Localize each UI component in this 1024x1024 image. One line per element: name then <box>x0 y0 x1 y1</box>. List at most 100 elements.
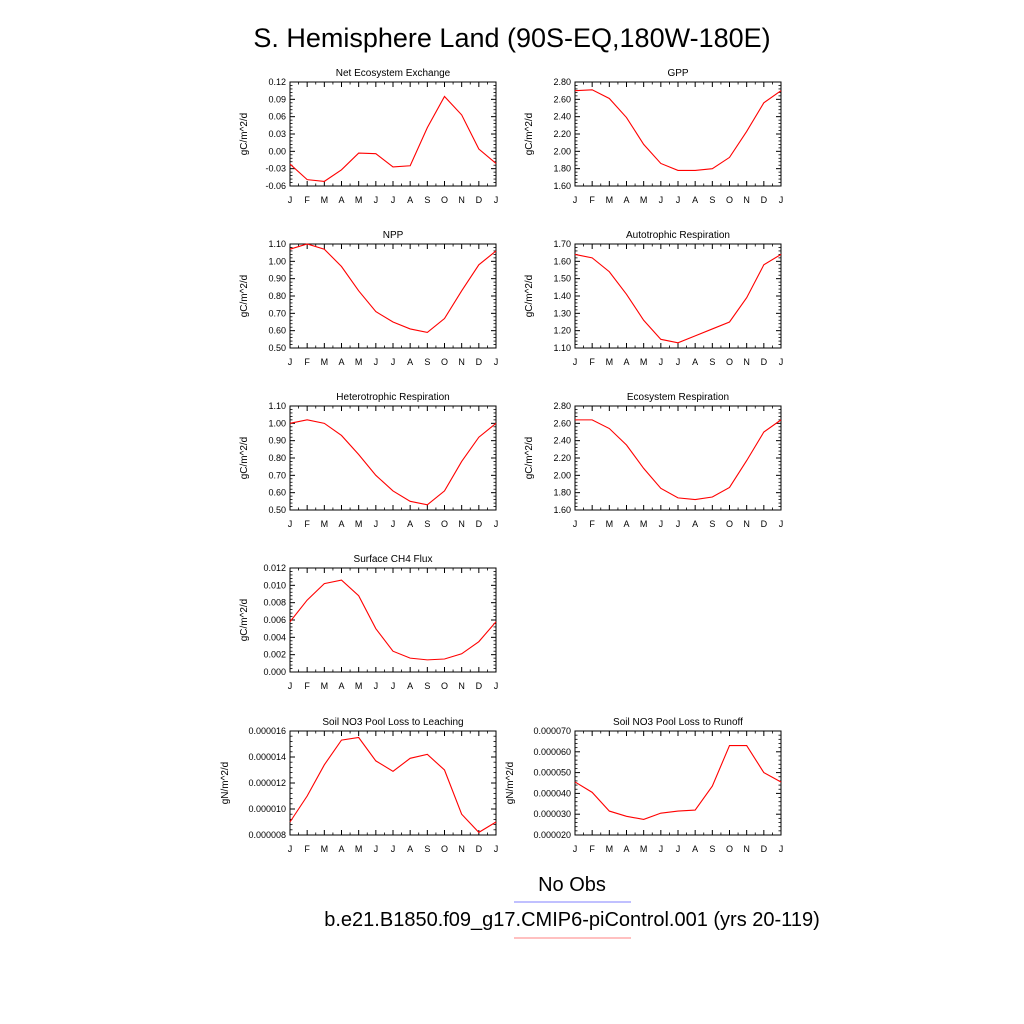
x-tick-label: S <box>424 195 430 205</box>
x-tick-label: A <box>338 195 344 205</box>
y-tick-label: 0.000016 <box>248 726 286 736</box>
y-tick-label: 0.00 <box>268 146 286 156</box>
y-tick-label: 1.40 <box>553 291 571 301</box>
y-axis-label: gC/m^2/d <box>239 437 250 480</box>
x-tick-label: F <box>304 195 310 205</box>
y-tick-label: 2.80 <box>553 401 571 411</box>
x-tick-label: J <box>494 195 499 205</box>
x-tick-label: A <box>623 195 629 205</box>
x-tick-label: J <box>374 195 379 205</box>
x-tick-label: N <box>743 844 750 854</box>
x-tick-label: S <box>424 844 430 854</box>
x-tick-label: A <box>338 844 344 854</box>
y-tick-label: 0.90 <box>268 274 286 284</box>
y-tick-label: 0.12 <box>268 77 286 87</box>
x-tick-label: M <box>355 357 363 367</box>
x-tick-label: M <box>640 844 648 854</box>
y-tick-label: 1.20 <box>553 326 571 336</box>
series-line <box>574 745 782 820</box>
y-tick-label: 0.000008 <box>248 830 286 840</box>
y-tick-label: 0.90 <box>268 436 286 446</box>
y-tick-label: 0.70 <box>268 308 286 318</box>
y-tick-label: 1.10 <box>268 401 286 411</box>
x-tick-label: M <box>321 681 329 691</box>
x-tick-label: J <box>374 844 379 854</box>
x-tick-label: J <box>779 357 784 367</box>
x-tick-label: F <box>304 844 310 854</box>
y-tick-label: 0.60 <box>268 488 286 498</box>
x-tick-label: A <box>692 519 698 529</box>
x-tick-label: O <box>726 195 733 205</box>
x-tick-label: J <box>288 844 293 854</box>
x-tick-label: A <box>338 681 344 691</box>
x-tick-label: J <box>659 195 664 205</box>
y-tick-label: 0.000020 <box>533 830 571 840</box>
panel-title: Autotrophic Respiration <box>626 230 730 241</box>
y-tick-label: 0.008 <box>263 598 286 608</box>
y-tick-label: 0.06 <box>268 112 286 122</box>
y-tick-label: 2.00 <box>553 146 571 156</box>
y-axis-label: gC/m^2/d <box>524 437 535 480</box>
x-tick-label: J <box>494 357 499 367</box>
x-tick-label: A <box>692 844 698 854</box>
x-tick-label: D <box>476 681 483 691</box>
y-tick-label: 1.10 <box>268 239 286 249</box>
x-tick-label: J <box>573 519 578 529</box>
x-tick-label: S <box>709 357 715 367</box>
x-tick-label: D <box>761 195 768 205</box>
panel-title: Soil NO3 Pool Loss to Leaching <box>322 717 463 728</box>
y-tick-label: 1.50 <box>553 274 571 284</box>
y-tick-label: 0.000 <box>263 667 286 677</box>
x-tick-label: J <box>676 357 681 367</box>
x-tick-label: J <box>779 844 784 854</box>
x-tick-label: D <box>476 519 483 529</box>
x-tick-label: M <box>640 195 648 205</box>
series-line <box>575 419 782 501</box>
x-tick-label: F <box>589 844 595 854</box>
y-tick-label: 2.60 <box>553 94 571 104</box>
y-tick-label: 0.000070 <box>533 726 571 736</box>
x-tick-label: D <box>476 195 483 205</box>
x-tick-label: J <box>573 357 578 367</box>
plot-frame <box>574 405 782 511</box>
x-tick-label: M <box>321 519 329 529</box>
x-tick-label: O <box>441 519 448 529</box>
x-tick-label: J <box>494 519 499 529</box>
x-tick-label: N <box>458 195 465 205</box>
y-tick-label: 0.09 <box>268 94 286 104</box>
x-tick-label: M <box>321 357 329 367</box>
x-tick-label: O <box>726 357 733 367</box>
x-tick-label: N <box>743 195 750 205</box>
x-tick-label: F <box>589 519 595 529</box>
y-tick-label: 2.40 <box>553 112 571 122</box>
plot-frame <box>574 730 782 836</box>
x-tick-label: D <box>476 357 483 367</box>
y-tick-label: 2.00 <box>553 470 571 480</box>
x-tick-label: O <box>441 357 448 367</box>
x-tick-label: D <box>476 844 483 854</box>
legend-label-obs: No Obs <box>538 874 606 896</box>
x-tick-label: J <box>288 681 293 691</box>
y-tick-label: 2.20 <box>553 129 571 139</box>
y-tick-label: 0.60 <box>268 326 286 336</box>
y-axis-label: gN/m^2/d <box>220 762 231 805</box>
x-tick-label: N <box>743 519 750 529</box>
y-tick-label: 2.40 <box>553 436 571 446</box>
x-tick-label: J <box>659 844 664 854</box>
x-tick-label: J <box>288 519 293 529</box>
y-axis-label: gC/m^2/d <box>524 275 535 318</box>
y-tick-label: 1.70 <box>553 239 571 249</box>
legend-label-model: b.e21.B1850.f09_g17.CMIP6-piControl.001 … <box>324 909 819 931</box>
y-tick-label: 0.50 <box>268 505 286 515</box>
x-tick-label: A <box>407 519 413 529</box>
x-tick-label: J <box>391 681 396 691</box>
x-tick-label: N <box>458 519 465 529</box>
x-tick-label: F <box>589 195 595 205</box>
x-tick-label: J <box>779 519 784 529</box>
x-tick-label: J <box>494 844 499 854</box>
x-tick-label: J <box>391 195 396 205</box>
x-tick-label: D <box>761 844 768 854</box>
